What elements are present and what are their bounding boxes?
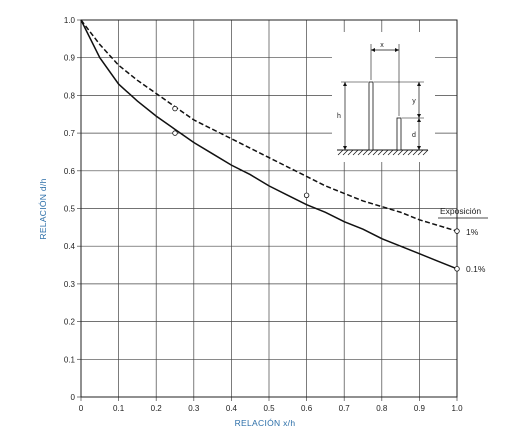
y-tick-label: 0.3 xyxy=(64,280,76,289)
y-tick-label: 0.8 xyxy=(64,91,76,100)
inset-background xyxy=(332,32,435,162)
inset-label-h: h xyxy=(337,113,341,120)
series-end-marker xyxy=(454,228,460,234)
x-tick-label: 0.1 xyxy=(113,404,125,413)
inset-label-y: y xyxy=(412,98,416,105)
y-tick-label: 0.2 xyxy=(64,318,76,327)
series-layer xyxy=(80,19,460,272)
series-line-1 xyxy=(80,19,458,232)
data-point-marker xyxy=(172,105,178,112)
inset-arrow-x-right xyxy=(395,48,399,52)
x-tick-label: 0.8 xyxy=(376,404,388,413)
tick-labels: 0 0.1 0.2 0.3 0.4 0.5 0.6 0.7 0.8 0.9 1.0 0 0.1 0.2 0.… xyxy=(64,16,463,413)
inset-arrow-d-top xyxy=(417,118,421,122)
data-point-marker xyxy=(303,192,310,199)
y-tick-label: 0.6 xyxy=(64,167,76,176)
series-end-marker xyxy=(454,266,460,272)
x-tick-label: 0.2 xyxy=(151,404,163,413)
y-tick-label: 0.5 xyxy=(64,205,76,214)
inset-arrow-h-top xyxy=(343,82,347,86)
inset-arrow-y-bottom xyxy=(417,114,421,118)
x-axis-label: RELACIÓN x/h xyxy=(235,418,296,428)
inset-short-panel xyxy=(396,117,402,151)
legend-label-series-2: 0.1% xyxy=(466,264,486,274)
inset-arrow-x-left xyxy=(371,48,375,52)
inset-arrow-h-bottom xyxy=(343,146,347,150)
inset-tall-panel xyxy=(368,81,374,151)
x-tick-label: 0.6 xyxy=(301,404,313,413)
y-tick-label: 0.7 xyxy=(64,129,76,138)
x-tick-label: 0.5 xyxy=(263,404,275,413)
inset-label-x: x xyxy=(380,42,384,49)
data-point-marker xyxy=(172,130,178,136)
inset-arrow-d-bottom xyxy=(417,146,421,150)
x-tick-label: 0 xyxy=(79,404,84,413)
x-tick-label: 1.0 xyxy=(451,404,463,413)
inset-ground-hatch xyxy=(337,149,429,156)
legend-title: Exposición xyxy=(440,206,481,216)
y-tick-label: 0 xyxy=(71,393,76,402)
inset-arrow-y-top xyxy=(417,82,421,86)
plot-frame xyxy=(80,19,458,398)
series-line-2 xyxy=(80,19,458,270)
legend-label-series-1: 1% xyxy=(466,227,479,237)
y-tick-label: 0.9 xyxy=(64,54,76,63)
y-tick-label: 0.4 xyxy=(64,242,76,251)
x-tick-label: 0.9 xyxy=(414,404,426,413)
inset-label-d: d xyxy=(412,132,416,139)
y-tick-label: 0.1 xyxy=(64,355,76,364)
y-tick-label: 1.0 xyxy=(64,16,76,25)
y-axis-label: RELACIÓN d/h xyxy=(38,178,48,239)
x-tick-label: 0.4 xyxy=(226,404,238,413)
x-tick-label: 0.7 xyxy=(339,404,351,413)
x-tick-label: 0.3 xyxy=(188,404,200,413)
inset-diagram: x h y d xyxy=(332,32,435,162)
